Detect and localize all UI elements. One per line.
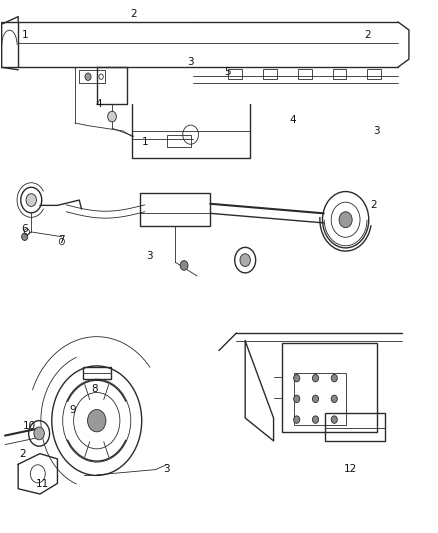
Bar — [1, 22, 18, 67]
Bar — [263, 69, 277, 79]
Text: 2: 2 — [131, 9, 137, 19]
Circle shape — [312, 395, 318, 402]
Circle shape — [293, 416, 300, 423]
Bar — [141, 192, 210, 225]
Text: 1: 1 — [21, 30, 28, 41]
Text: 3: 3 — [187, 57, 194, 67]
Bar — [325, 413, 385, 441]
Circle shape — [312, 374, 318, 382]
Circle shape — [312, 416, 318, 423]
Circle shape — [26, 193, 36, 206]
Text: 6: 6 — [21, 224, 28, 235]
Bar — [228, 69, 242, 79]
Circle shape — [293, 395, 300, 402]
Text: 3: 3 — [146, 251, 152, 261]
Circle shape — [85, 73, 91, 80]
Text: 4: 4 — [290, 115, 297, 125]
Text: 12: 12 — [343, 464, 357, 473]
Bar — [79, 70, 106, 83]
Bar — [294, 373, 346, 425]
Text: 3: 3 — [373, 126, 379, 136]
Bar — [297, 69, 311, 79]
Bar — [332, 69, 346, 79]
Bar — [166, 135, 191, 147]
Text: 4: 4 — [95, 99, 102, 109]
Circle shape — [339, 212, 352, 228]
Circle shape — [240, 254, 251, 266]
Text: 2: 2 — [364, 30, 371, 41]
Circle shape — [331, 416, 337, 423]
Circle shape — [34, 427, 44, 440]
Circle shape — [108, 111, 117, 122]
Text: 10: 10 — [22, 421, 35, 431]
Circle shape — [331, 395, 337, 402]
Text: 9: 9 — [69, 405, 76, 415]
Text: 1: 1 — [141, 136, 148, 147]
Circle shape — [293, 374, 300, 382]
Circle shape — [21, 233, 28, 240]
Circle shape — [88, 409, 106, 432]
Circle shape — [180, 261, 188, 270]
Text: 11: 11 — [35, 480, 49, 489]
Bar — [367, 69, 381, 79]
Text: 7: 7 — [59, 235, 65, 245]
Text: 8: 8 — [91, 384, 98, 394]
Text: 2: 2 — [371, 200, 377, 211]
Text: 3: 3 — [163, 464, 170, 473]
Circle shape — [331, 374, 337, 382]
Bar — [283, 343, 378, 432]
Text: 2: 2 — [19, 449, 26, 458]
Text: 5: 5 — [224, 68, 231, 77]
Bar — [83, 367, 111, 379]
